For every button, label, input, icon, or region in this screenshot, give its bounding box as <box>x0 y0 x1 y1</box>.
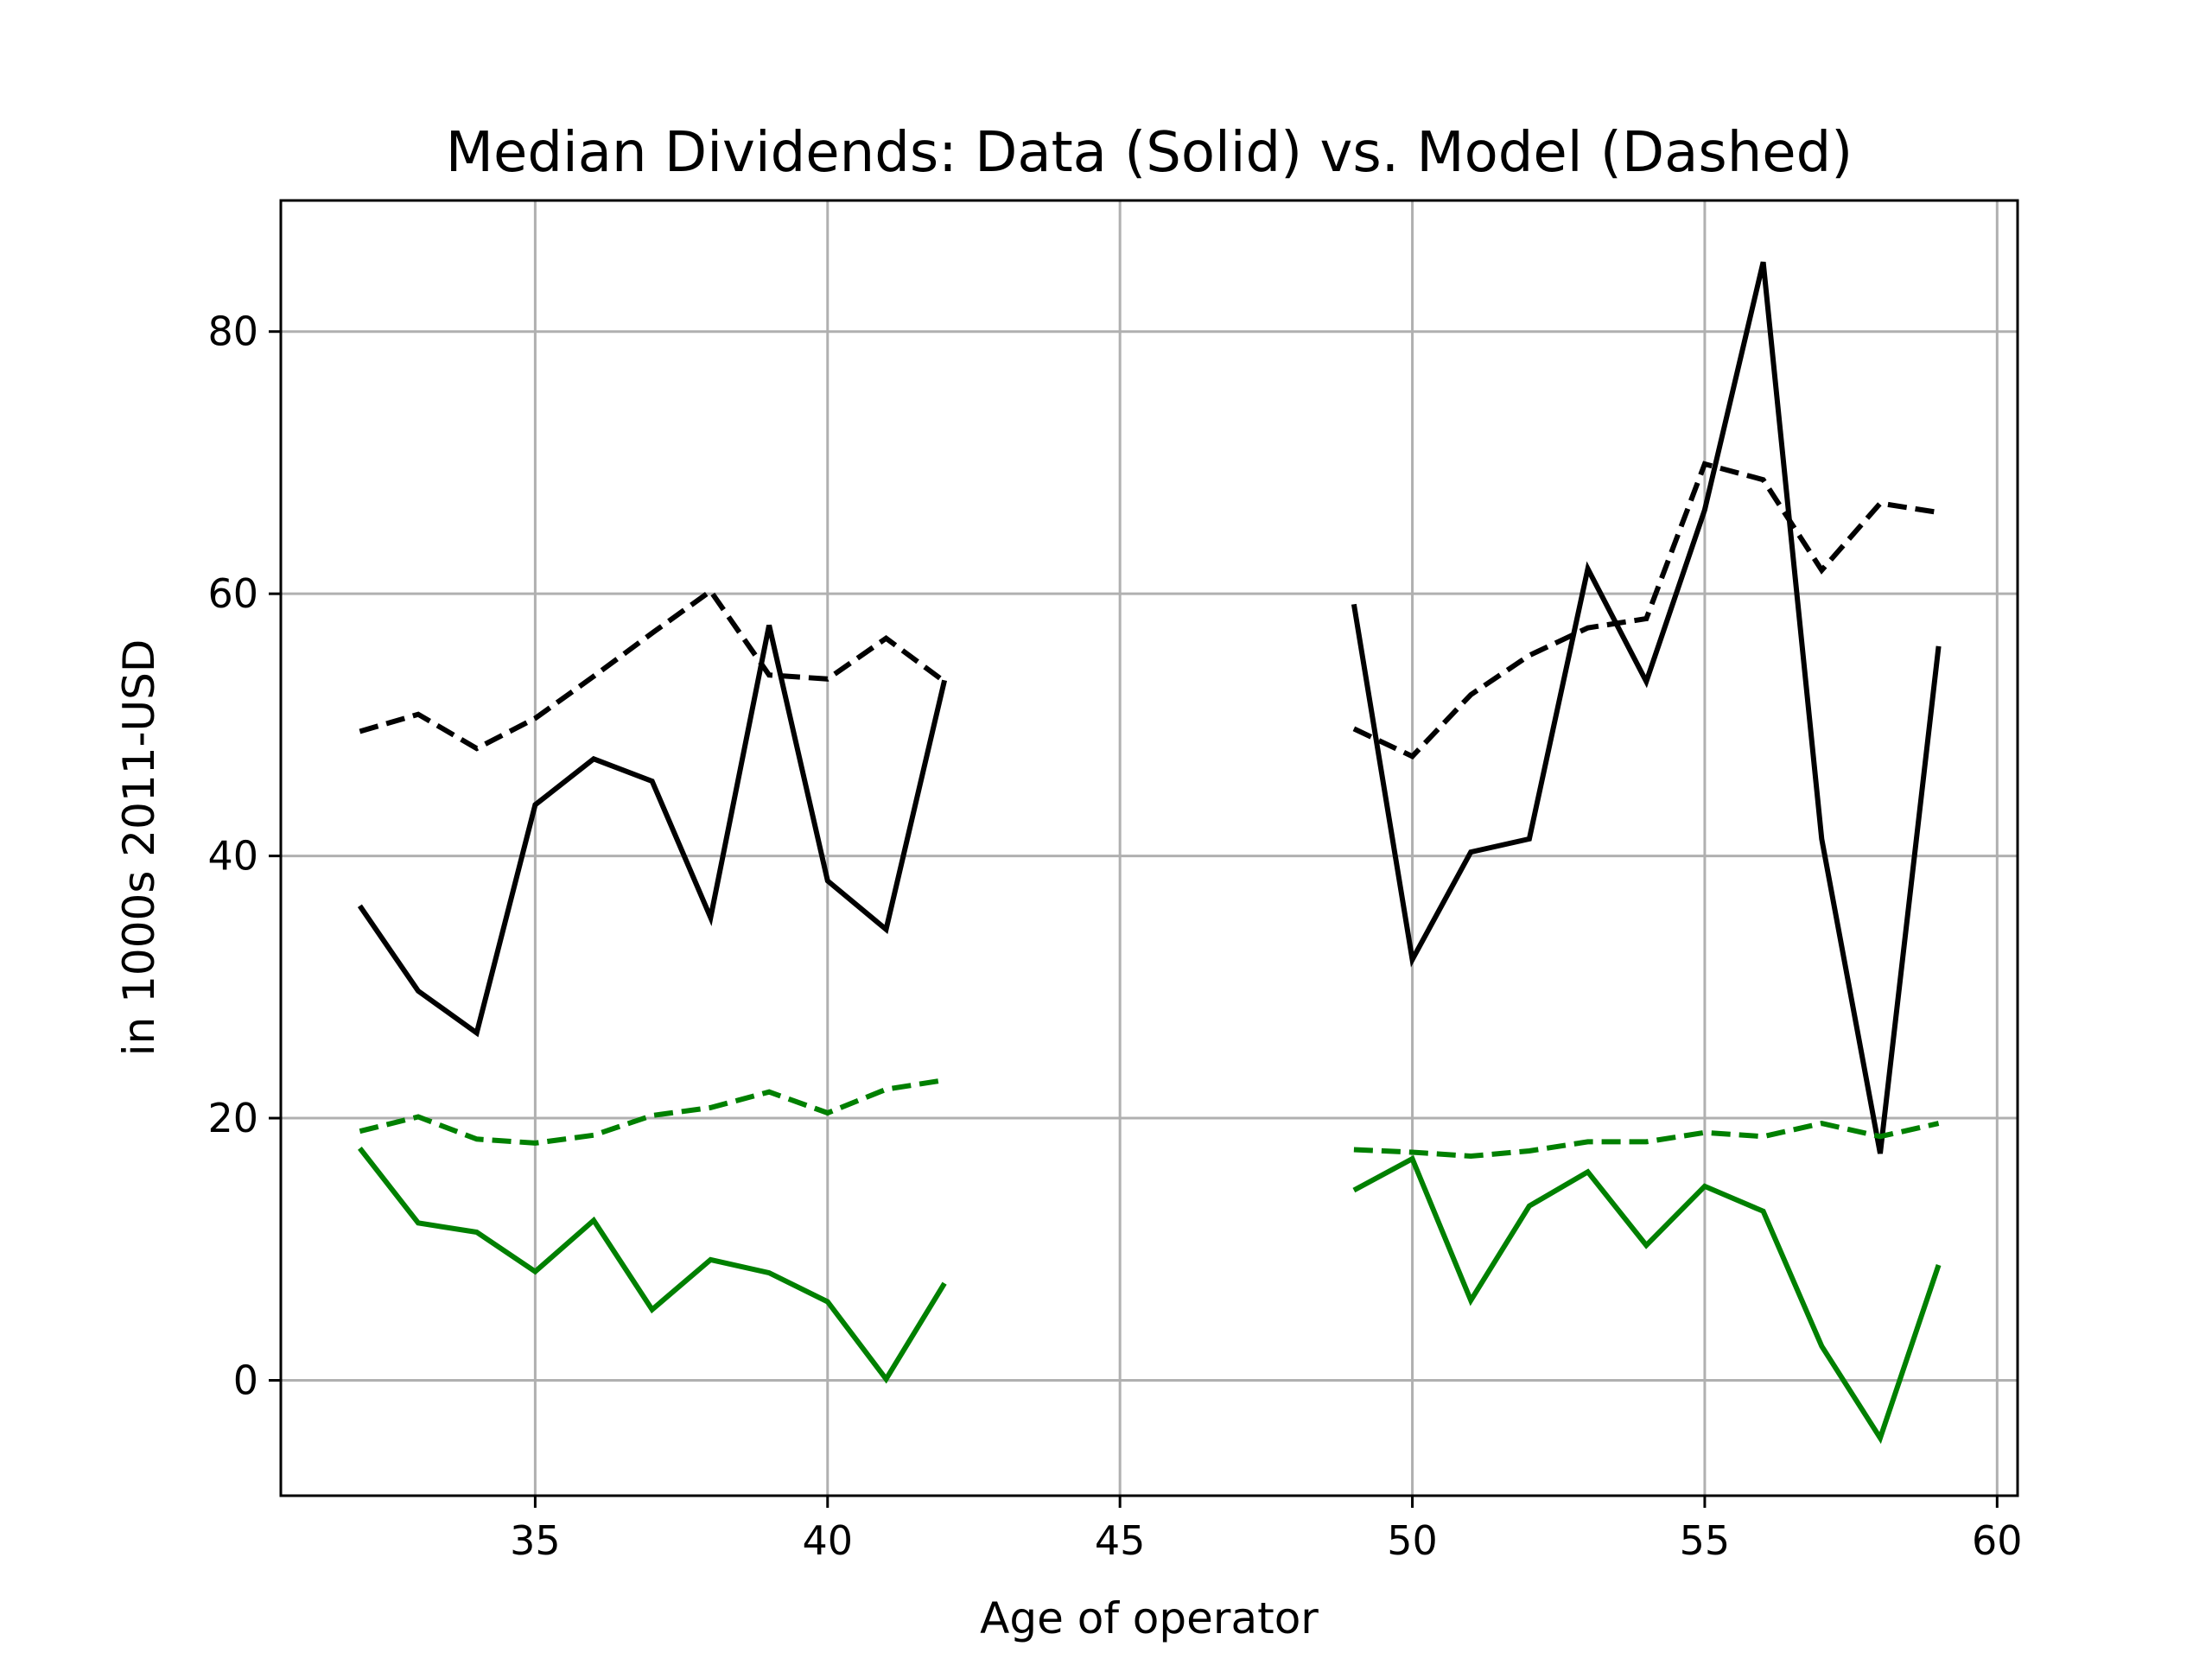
x-tick-label: 50 <box>1387 1517 1438 1564</box>
x-tick-label: 55 <box>1680 1517 1731 1564</box>
y-tick-label: 20 <box>207 1095 258 1141</box>
series-line-2-segment-2 <box>1352 461 1940 760</box>
x-tick-label: 40 <box>803 1517 854 1564</box>
x-tick-label: 35 <box>510 1517 561 1564</box>
x-tick-label: 60 <box>1972 1517 2023 1564</box>
grid-lines <box>281 200 2018 1496</box>
y-tick-label: 60 <box>207 570 258 617</box>
y-tick-label: 40 <box>207 833 258 880</box>
series-line-1-segment-2 <box>1351 261 1942 1154</box>
y-tick-label: 0 <box>233 1357 258 1403</box>
y-axis-label: in 1000s 2011-USD <box>114 639 164 1057</box>
y-tick-label: 80 <box>207 308 258 355</box>
axis-ticks: 35 40 45 50 55 60 0 20 40 60 80 <box>207 308 2022 1564</box>
x-tick-label: 45 <box>1095 1517 1146 1564</box>
series-lines <box>357 261 1942 1445</box>
plot-frame <box>279 199 2019 1497</box>
chart-title: Median Dividends: Data (Solid) vs. Model… <box>446 121 1853 185</box>
series-line-4-segment-1 <box>359 1077 945 1146</box>
x-axis-label: Age of operator <box>980 1593 1319 1643</box>
series-line-2-segment-1 <box>359 587 946 752</box>
series-line-4-segment-2 <box>1353 1121 1940 1160</box>
series-line-3-segment-1 <box>358 1147 947 1384</box>
series-line-1-segment-1 <box>357 624 948 1038</box>
series-line-3-segment-2 <box>1352 1154 1942 1445</box>
